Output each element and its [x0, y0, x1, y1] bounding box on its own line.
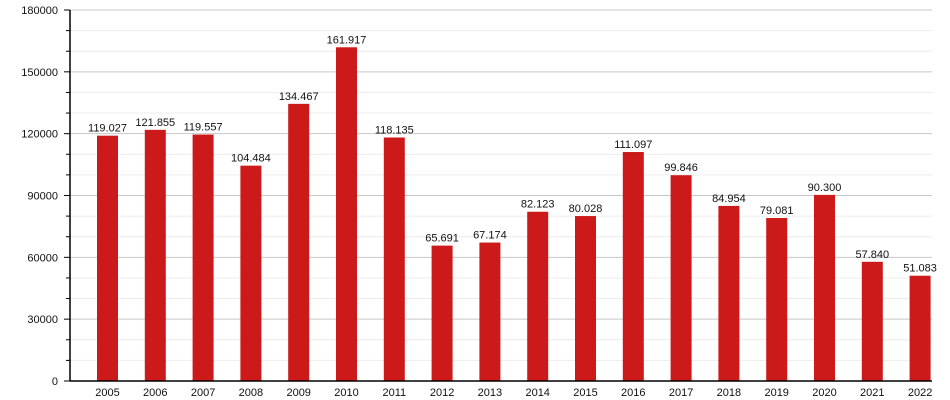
- bar-2022: [909, 275, 931, 381]
- bars: 119.027 121.855 119.557 104.484 134.467 161.9…: [88, 34, 937, 382]
- x-tick-label: 2022: [908, 387, 932, 399]
- y-tick-label: 90000: [27, 191, 58, 203]
- x-tick-label: 2005: [95, 387, 119, 399]
- bar-2008: [240, 165, 262, 381]
- y-tick-label: 120000: [21, 129, 58, 141]
- bar-2019: [766, 218, 788, 381]
- x-tick-label: 2015: [573, 387, 597, 399]
- bar-2018: [718, 205, 740, 381]
- data-label: 118.135: [375, 125, 414, 137]
- y-tick-label: 30000: [27, 314, 58, 326]
- x-tick-label: 2020: [812, 387, 836, 399]
- bar-2015: [575, 216, 596, 381]
- x-tick-label: 2006: [143, 387, 167, 399]
- data-label: 104.484: [231, 153, 271, 165]
- grid-lines: [70, 9, 932, 361]
- x-tick-label: 2008: [239, 387, 263, 399]
- bar-2007: [192, 134, 214, 381]
- bar-2012: [431, 245, 453, 381]
- y-tick-label: 150000: [21, 67, 58, 79]
- y-axis: 0 30000 60000 90000 120000 150000 180000: [21, 5, 71, 388]
- data-label: 90.300: [808, 182, 842, 194]
- data-label: 65.691: [425, 233, 459, 245]
- data-label: 119.027: [88, 123, 127, 135]
- y-tick-label: 180000: [21, 5, 58, 17]
- x-tick-label: 2011: [382, 387, 406, 399]
- x-tick-label: 2007: [191, 387, 215, 399]
- y-tick-label: 60000: [27, 252, 58, 264]
- bar-2005: [97, 135, 118, 381]
- bar-2013: [479, 242, 501, 381]
- data-label: 121.855: [135, 117, 175, 129]
- x-axis: 2005 2006 2007 2008 2009 2010 2011 2012 2013 2014…: [70, 380, 932, 399]
- x-tick-label: 2016: [621, 387, 645, 399]
- data-label: 57.840: [855, 249, 889, 261]
- data-label: 82.123: [521, 199, 555, 211]
- data-label: 99.846: [664, 162, 698, 174]
- x-tick-label: 2010: [334, 387, 358, 399]
- bar-2014: [527, 211, 549, 381]
- x-tick-label: 2014: [525, 387, 549, 399]
- x-tick-label: 2018: [717, 387, 741, 399]
- y-tick-label: 0: [52, 376, 58, 388]
- x-tick-label: 2009: [286, 387, 310, 399]
- data-label: 80.028: [569, 203, 603, 215]
- data-label: 79.081: [760, 205, 794, 217]
- bar-2016: [622, 152, 644, 381]
- bar-2011: [383, 137, 405, 381]
- bar-2017: [670, 175, 692, 381]
- data-label: 84.954: [712, 193, 746, 205]
- data-label: 161.917: [327, 34, 367, 46]
- x-tick-label: 2017: [669, 387, 693, 399]
- data-label: 111.097: [614, 139, 652, 151]
- bar-2021: [861, 261, 883, 381]
- x-tick-label: 2019: [764, 387, 788, 399]
- x-tick-label: 2012: [430, 387, 454, 399]
- x-tick-label: 2013: [478, 387, 502, 399]
- bar-2020: [814, 194, 835, 381]
- data-label: 51.083: [903, 263, 937, 275]
- bar-2006: [144, 129, 166, 381]
- data-label: 119.557: [184, 122, 223, 134]
- data-label: 134.467: [279, 91, 319, 103]
- data-label: 67.174: [473, 230, 507, 242]
- bar-2009: [288, 103, 310, 381]
- x-tick-label: 2021: [860, 387, 884, 399]
- bar-2010: [336, 47, 357, 382]
